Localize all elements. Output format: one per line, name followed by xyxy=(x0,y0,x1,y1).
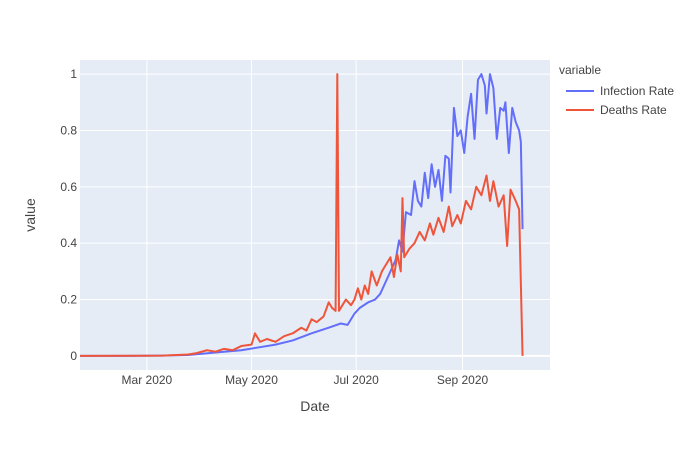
x-tick-label: Sep 2020 xyxy=(437,373,489,387)
x-axis-title: Date xyxy=(300,398,330,414)
legend-label-infection-rate: Infection Rate xyxy=(600,84,674,98)
y-axis-title: value xyxy=(22,198,38,232)
series-lines xyxy=(79,73,524,357)
series-line-deaths-rate xyxy=(79,73,524,357)
y-tick-label: 0.4 xyxy=(60,236,77,250)
y-tick-label: 0.8 xyxy=(60,123,77,137)
y-tick-label: 1 xyxy=(70,67,77,81)
x-tick-label: Jul 2020 xyxy=(333,373,379,387)
legend: variable Infection Rate Deaths Rate xyxy=(559,63,674,117)
legend-label-deaths-rate: Deaths Rate xyxy=(600,103,667,117)
y-tick-label: 0.2 xyxy=(60,293,77,307)
plot-area xyxy=(80,60,550,370)
series-line-infection-rate xyxy=(80,73,524,357)
gridlines xyxy=(80,60,550,370)
y-tick-label: 0.6 xyxy=(60,180,77,194)
legend-title: variable xyxy=(559,63,601,77)
legend-item-deaths-rate[interactable]: Deaths Rate xyxy=(566,103,667,117)
x-tick-label: Mar 2020 xyxy=(122,373,173,387)
y-tick-label: 0 xyxy=(70,349,77,363)
legend-item-infection-rate[interactable]: Infection Rate xyxy=(566,84,674,98)
x-tick-label: May 2020 xyxy=(225,373,278,387)
tick-labels: 0 0.2 0.4 0.6 0.8 1 Mar 2020 May 2020 Jul 2020 Se… xyxy=(60,67,488,387)
